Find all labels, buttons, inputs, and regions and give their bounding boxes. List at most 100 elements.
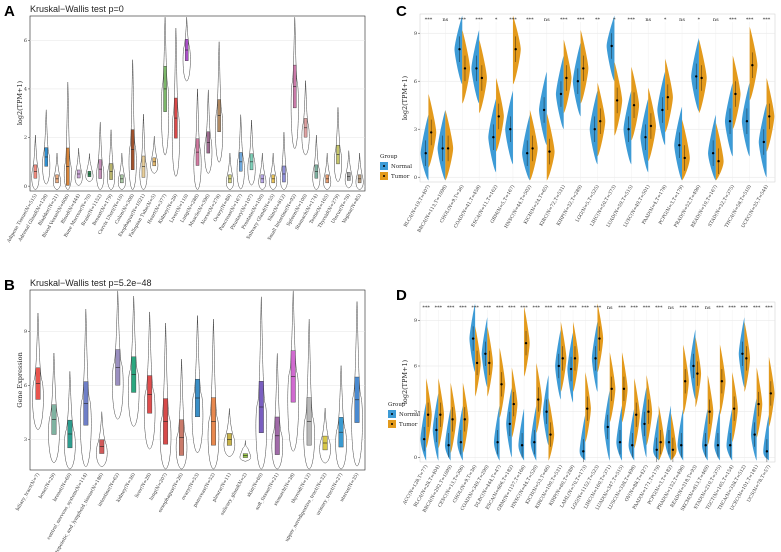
panel-2-significance-label: *** (526, 17, 534, 23)
panel-3-violin-normal (591, 321, 598, 392)
panel-2-median-dot-tumor (632, 104, 636, 107)
panel-2-median-dot-normal (424, 152, 427, 155)
panel-3-violin-tumor (511, 367, 518, 438)
panel-3-median-dot-tumor (524, 341, 528, 345)
panel-2-violin-normal (741, 82, 750, 157)
panel-0-ytick-label: 6 (24, 38, 27, 44)
panel-3-significance-label: *** (508, 305, 516, 311)
panel-3-violin-normal (432, 393, 439, 461)
panel-0-ytick-label: 4 (24, 87, 27, 93)
panel-0-ytick-label: 2 (24, 135, 27, 141)
panel-3-median-dot-normal (680, 444, 683, 447)
panel-3-significance-label: *** (557, 305, 565, 311)
panel-2-violin-tumor (749, 26, 758, 101)
panel-0-violin (301, 80, 310, 156)
panel-2-median-dot-normal (593, 128, 596, 131)
panel-2-median-dot-normal (492, 136, 495, 139)
panel-3-violin-tumor (585, 372, 591, 443)
panel-2-violin-normal (589, 90, 598, 165)
panel-3-significance-label: *** (435, 305, 443, 311)
panel-2-violin-normal (488, 98, 497, 173)
panel-2-median-dot-tumor (683, 156, 686, 160)
panel-0-violin (355, 153, 364, 191)
panel-2-median-dot-tumor (649, 124, 653, 128)
panel-2-violin-normal (758, 103, 767, 178)
panel-0-violin (96, 121, 105, 191)
panel-3-median-dot-normal (753, 433, 756, 436)
panel-2-significance-label: ns (544, 17, 550, 23)
panel-2-significance-label: * (495, 17, 498, 23)
panel-3-median-dot-normal (704, 444, 707, 447)
panel-3-significance-label: *** (643, 305, 651, 311)
panel-3-median-dot-tumor (720, 380, 724, 383)
panel-3-median-dot-normal (606, 425, 609, 429)
panel-2-median-dot-tumor (531, 147, 534, 150)
panel-2-median-dot-tumor (666, 96, 670, 99)
panel-a-title: Kruskal−Wallis test p=0 (30, 4, 124, 14)
panel-3-ytick-label: 3 (414, 409, 417, 415)
panel-0-violin (269, 153, 278, 191)
panel-3-median-dot-normal (545, 410, 548, 413)
panel-2-significance-label: ** (595, 17, 601, 23)
panel-2-median-dot-tumor (463, 67, 467, 70)
panel-2-significance-label: ns (645, 17, 651, 23)
panel-3-median-dot-normal (484, 352, 487, 356)
panel-2-significance-label: *** (475, 17, 483, 23)
panel-3-significance-label: *** (520, 305, 528, 311)
panel-3-violin-normal (653, 413, 659, 461)
panel-3-median-dot-tumor (732, 407, 736, 410)
panel-2-violin-normal (606, 15, 615, 82)
panel-0-violin (334, 107, 342, 183)
panel-label-c: C (396, 3, 407, 20)
panel-2-violin-tumor (597, 82, 606, 157)
panel-2-significance-label: *** (425, 17, 433, 23)
panel-2-median-dot-tumor (615, 99, 619, 102)
panel-3-median-dot-tumor (475, 361, 479, 365)
panel-0-violin (42, 109, 51, 185)
panel-3-median-dot-tumor (769, 392, 773, 395)
panel-3-violin-normal (702, 408, 708, 461)
panel-0-violin (53, 153, 61, 191)
panel-3-median-dot-normal (594, 357, 597, 360)
panel-0-violin (280, 132, 288, 191)
panel-2-violin-normal (505, 90, 513, 165)
panel-1-violin (96, 411, 108, 468)
panel-2-violin-tumor (496, 78, 504, 152)
panel-2-significance-label: * (698, 17, 701, 23)
panel-d-legend-normal: Normal (399, 412, 420, 418)
panel-0-violin (139, 114, 148, 191)
panel-d-legend-title: Group (388, 402, 406, 408)
panel-3-median-dot-tumor (451, 418, 454, 421)
panel-2-median-dot-tumor (768, 115, 771, 118)
panel-3-median-dot-tumor (512, 402, 515, 406)
panel-0-violin (344, 150, 353, 189)
panel-2-median-dot-tumor (429, 131, 433, 134)
panel-2-significance-label: *** (509, 17, 517, 23)
panel-3-median-dot-normal (471, 337, 475, 340)
panel-2-violin-normal (674, 106, 683, 181)
panel-2-significance-label: *** (577, 17, 585, 23)
panel-2-median-dot-normal (678, 144, 681, 147)
panel-3-violin-tumor (548, 398, 555, 461)
panel-3-median-dot-tumor (586, 407, 589, 410)
panel-2-violin-normal (454, 15, 463, 85)
panel-2-violin-normal (691, 38, 699, 112)
panel-3-violin-normal (677, 408, 684, 461)
panel-1-xtick-label: urinary_tract(N=27) (314, 471, 344, 516)
panel-3-ytick-label: 9 (414, 318, 417, 324)
panel-3-violin-tumor (768, 356, 775, 427)
panel-3-violin-tumor (695, 337, 702, 408)
panel-3-violin-normal (640, 387, 647, 458)
panel-2-median-dot-tumor (582, 67, 585, 70)
panel-0-violin (150, 136, 159, 174)
panel-a-plot-area (29, 15, 366, 192)
panel-3-ytick-label: 0 (414, 455, 417, 461)
panel-0-ytick-label: 0 (24, 184, 27, 190)
panel-3-violin-tumor (609, 352, 616, 423)
panel-3-violin-normal (567, 332, 574, 403)
panel-d-legend-normal-dot (391, 413, 393, 415)
panel-3-median-dot-tumor (488, 361, 491, 365)
panel-2-median-dot-tumor (734, 92, 737, 96)
panel-2-significance-label: *** (459, 17, 467, 23)
